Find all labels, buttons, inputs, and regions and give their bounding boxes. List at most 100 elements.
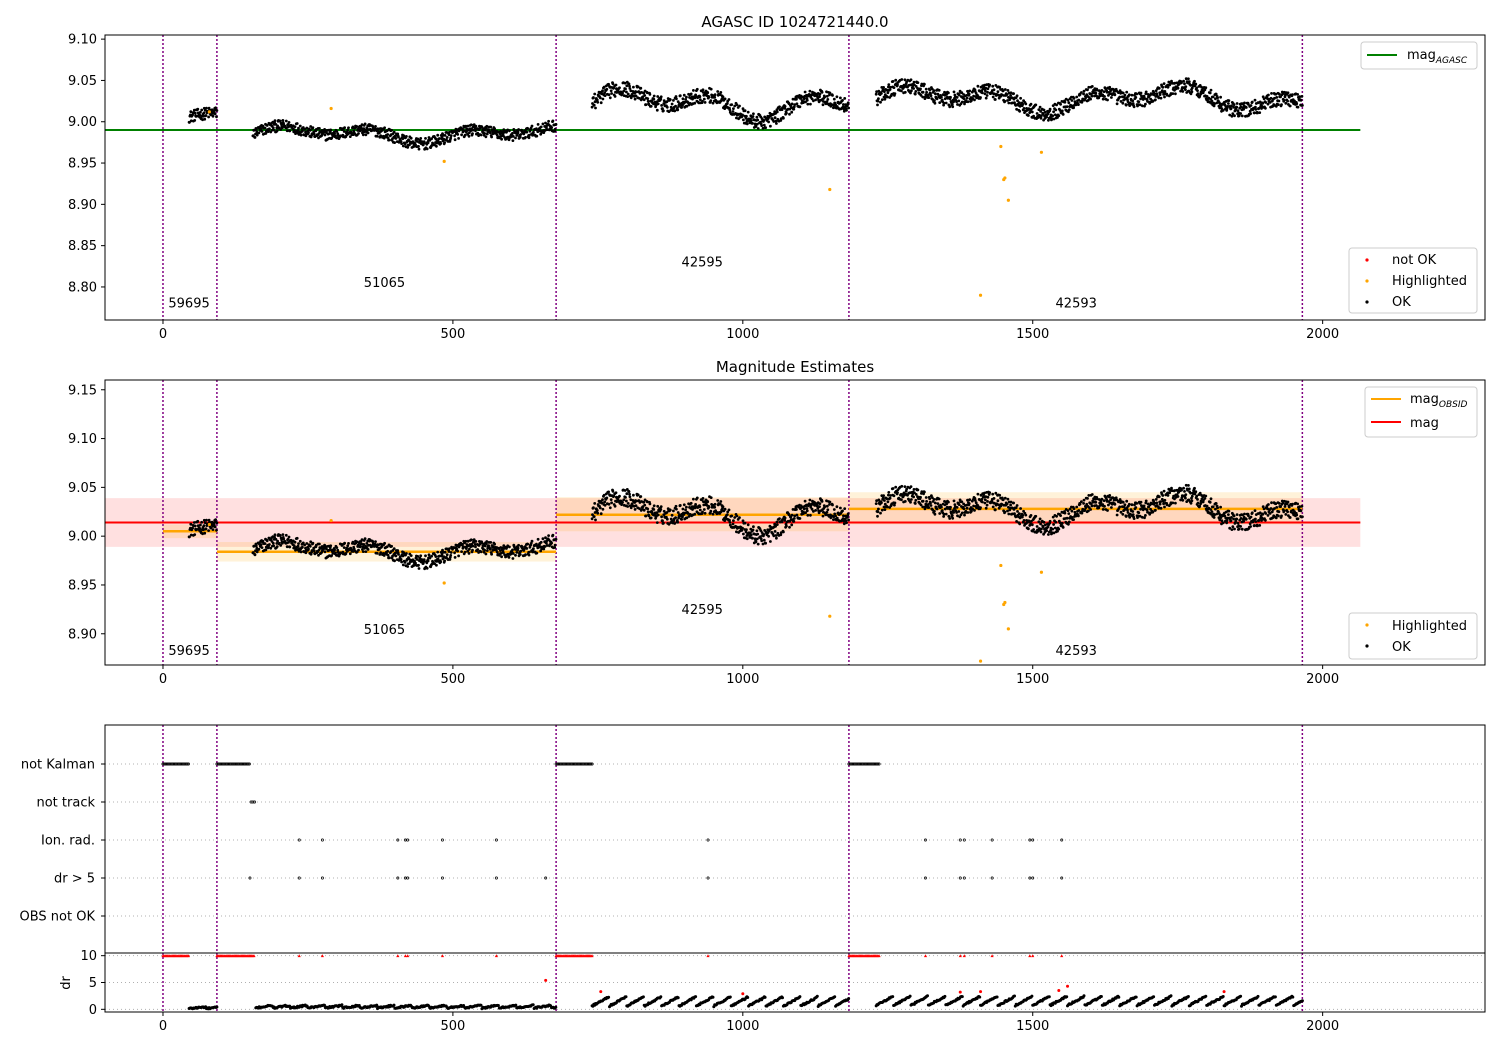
- ok-point: [541, 537, 545, 541]
- ok-point: [951, 105, 955, 109]
- ok-point: [1021, 102, 1025, 106]
- ok-point: [463, 133, 467, 137]
- ok-point: [1296, 502, 1299, 506]
- ok-point: [821, 103, 825, 107]
- ok-point: [592, 96, 595, 99]
- ok-point: [761, 126, 765, 130]
- ok-point: [485, 542, 488, 546]
- ok-point: [749, 527, 753, 531]
- ok-point: [471, 132, 474, 136]
- ok-point: [602, 493, 606, 497]
- ok-point: [709, 496, 713, 499]
- ok-point: [932, 498, 936, 501]
- ok-point: [260, 546, 264, 549]
- ok-point: [952, 90, 956, 94]
- ok-point: [1203, 88, 1207, 92]
- ok-point: [991, 95, 995, 99]
- ok-point: [1163, 95, 1166, 99]
- panel-agasc-magnitude: AGASC ID 1024721440.0 596955106542595425…: [68, 13, 1486, 342]
- ok-point: [933, 92, 937, 96]
- ok-point: [676, 520, 680, 524]
- ok-point: [1159, 506, 1163, 510]
- ok-point: [730, 514, 734, 518]
- ok-point: [287, 541, 290, 544]
- ok-point: [265, 539, 269, 543]
- ok-point: [419, 137, 423, 140]
- ok-point: [1219, 505, 1222, 509]
- ok-point: [1184, 77, 1188, 81]
- ok-point: [1211, 505, 1215, 509]
- ok-point: [968, 498, 972, 502]
- ok-point: [286, 537, 290, 541]
- ok-point: [792, 519, 796, 523]
- ok-point: [1027, 527, 1030, 531]
- ok-point: [938, 101, 942, 104]
- ok-point: [1075, 505, 1079, 509]
- ok-point: [596, 511, 600, 515]
- ok-point: [680, 518, 683, 521]
- ok-point: [642, 91, 646, 95]
- ok-point: [659, 95, 663, 99]
- ok-point: [554, 123, 558, 126]
- ok-point: [1235, 517, 1239, 521]
- ok-point: [803, 499, 807, 503]
- ok-point: [825, 510, 829, 514]
- ok-point: [1024, 102, 1028, 106]
- ok-point: [1258, 111, 1262, 114]
- ok-point: [628, 492, 631, 496]
- ok-point: [1269, 96, 1273, 100]
- ok-point: [749, 533, 753, 537]
- ok-point: [447, 550, 451, 553]
- ok-point: [1115, 513, 1119, 517]
- ok-point: [672, 99, 675, 102]
- ok-point: [474, 540, 478, 543]
- ok-point: [1253, 509, 1257, 512]
- ok-point: [1003, 496, 1007, 500]
- ok-point: [774, 524, 777, 528]
- ok-point: [680, 106, 683, 109]
- ok-point: [1032, 528, 1035, 531]
- ok-point: [1215, 512, 1219, 516]
- ok-point: [358, 545, 362, 549]
- ok-point: [623, 81, 627, 85]
- ok-point: [532, 547, 535, 551]
- ok-point: [751, 115, 755, 118]
- ok-point: [775, 536, 778, 540]
- ok-point: [1165, 93, 1169, 97]
- ok-point: [1125, 90, 1129, 94]
- ok-point: [1054, 520, 1058, 524]
- ok-point: [1090, 493, 1094, 496]
- ok-point: [938, 512, 942, 515]
- ok-point: [741, 526, 744, 530]
- ok-point: [662, 109, 665, 113]
- ok-point: [348, 135, 352, 139]
- ok-point: [755, 529, 759, 533]
- ok-point: [1274, 104, 1278, 108]
- ok-point: [453, 556, 457, 559]
- ok-point: [1061, 526, 1065, 529]
- ok-point: [1237, 527, 1241, 531]
- ok-point: [828, 503, 831, 506]
- ok-point: [1182, 486, 1185, 490]
- ok-point: [1239, 105, 1243, 109]
- ok-point: [1229, 107, 1233, 111]
- ok-point: [745, 114, 748, 118]
- ok-point: [893, 92, 897, 95]
- ok-point: [778, 105, 781, 109]
- ok-point: [397, 552, 400, 556]
- ok-point: [882, 86, 885, 89]
- ok-point: [806, 513, 810, 517]
- ok-point: [909, 500, 912, 504]
- ok-point: [1038, 105, 1042, 109]
- ok-point: [1284, 513, 1288, 516]
- ok-point: [876, 514, 879, 518]
- ok-point: [382, 554, 386, 557]
- ok-point: [933, 101, 937, 105]
- ok-point: [916, 488, 920, 492]
- ok-point: [707, 505, 711, 509]
- ok-point: [469, 129, 473, 133]
- ok-point: [877, 507, 880, 511]
- ok-point: [652, 508, 656, 511]
- ok-point: [702, 97, 706, 101]
- ok-point: [1090, 504, 1094, 508]
